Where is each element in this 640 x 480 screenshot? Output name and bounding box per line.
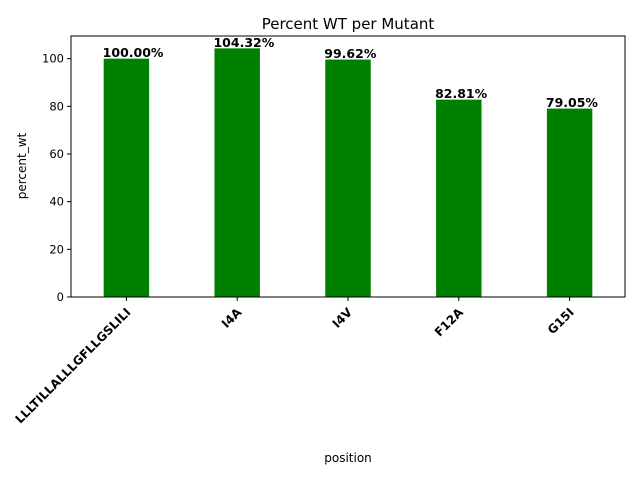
data-label-1: 104.32% [213, 35, 274, 50]
bars-group [103, 48, 593, 298]
data-label-3: 82.81% [435, 86, 488, 101]
x-tick-label-3: F12A [432, 305, 467, 340]
bar-2 [325, 59, 371, 297]
x-tick-label-2: I4V [330, 305, 356, 331]
x-axis-label: position [324, 451, 372, 465]
x-tick-label-1: I4A [219, 305, 245, 331]
x-tick-label-0: LLLTILLALLLGFLLGSLILI [12, 305, 133, 426]
data-label-2: 99.62% [324, 46, 377, 61]
x-axis: LLLTILLALLLGFLLGSLILI I4A I4V F12A G15I [12, 297, 577, 426]
y-tick-label-5: 100 [42, 52, 64, 66]
y-tick-label-0: 0 [57, 290, 64, 304]
y-tick-label-4: 80 [49, 99, 64, 113]
x-tick-label-4: G15I [545, 305, 577, 337]
chart-title: Percent WT per Mutant [262, 15, 435, 33]
bar-3 [436, 99, 482, 297]
y-tick-label-2: 40 [49, 195, 64, 209]
plot-frame [70, 35, 626, 298]
y-tick-label-1: 20 [49, 242, 64, 256]
data-label-0: 100.00% [103, 45, 164, 60]
data-labels-group: 100.00% 104.32% 99.62% 82.81% 79.05% [103, 35, 599, 110]
y-axis: 0 20 40 60 80 100 [42, 52, 71, 304]
y-axis-label: percent_wt [15, 132, 29, 199]
bar-4 [546, 108, 593, 297]
y-tick-label-3: 60 [49, 147, 64, 161]
bar-0 [103, 58, 150, 298]
bar-1 [214, 48, 260, 297]
data-label-4: 79.05% [546, 95, 599, 110]
